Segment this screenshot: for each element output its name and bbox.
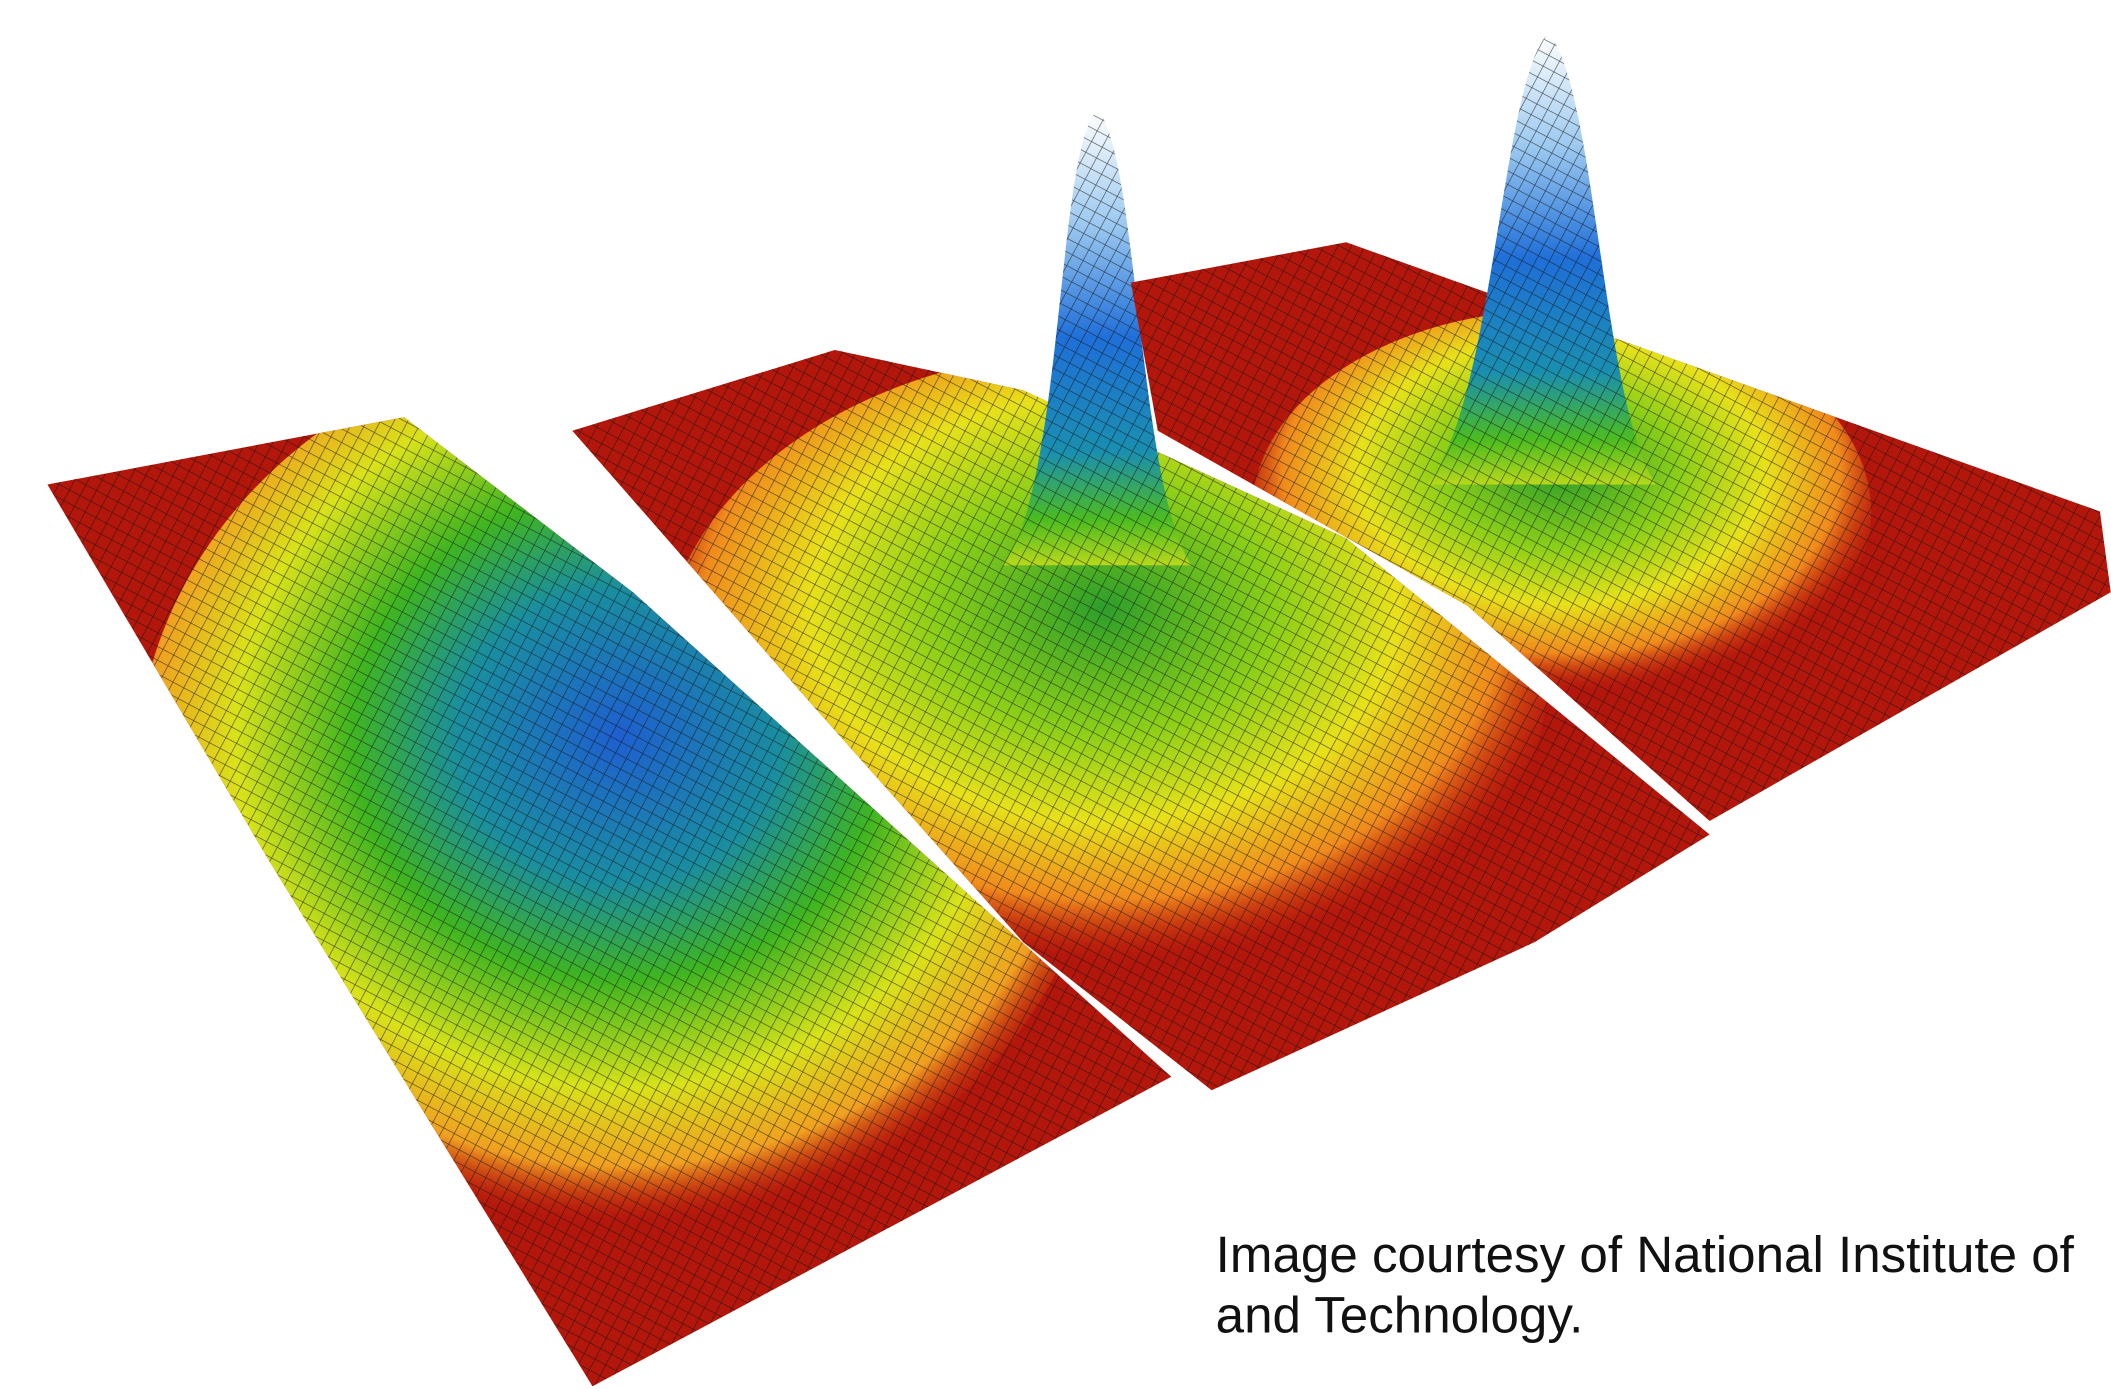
caption-line: Image courtesy of National Institute of: [1216, 1226, 2075, 1283]
caption-line: and Technology.: [1216, 1286, 1584, 1343]
page: Image courtesy of National Institute of …: [0, 0, 2111, 1389]
figure: Image courtesy of National Institute of …: [0, 0, 2111, 1389]
